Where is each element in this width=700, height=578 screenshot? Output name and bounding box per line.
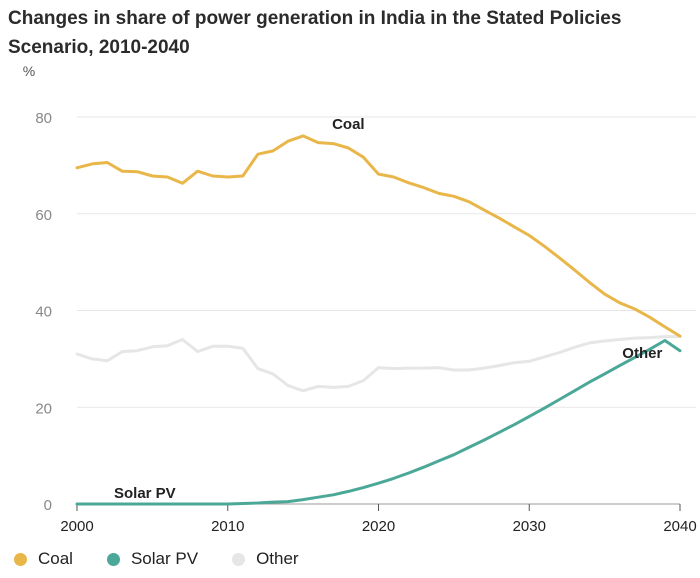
- x-tick-label: 2030: [513, 518, 546, 535]
- legend-swatch-other: [232, 552, 246, 566]
- y-tick-label: 40: [35, 304, 52, 321]
- x-tick-label: 2020: [362, 518, 395, 535]
- legend-swatch-coal: [14, 552, 27, 566]
- x-tick-label: 2000: [60, 518, 93, 535]
- legend: Coal Solar PV Other: [14, 549, 333, 569]
- series-lines: [75, 134, 682, 506]
- series-label-solar-pv: Solar PV: [114, 485, 176, 502]
- legend-label-coal: Coal: [38, 549, 73, 568]
- y-tick-label: 80: [35, 110, 52, 127]
- y-tick-label: 60: [35, 207, 52, 224]
- y-tick-label: 20: [35, 400, 52, 417]
- gridlines: [77, 116, 696, 408]
- series-label-coal: Coal: [332, 116, 365, 133]
- legend-item-solar-pv: Solar PV: [106, 549, 199, 569]
- legend-label-solar-pv: Solar PV: [130, 549, 199, 568]
- legend-item-other: Other: [232, 549, 299, 569]
- x-tick-label: 2010: [211, 518, 244, 535]
- series-line-solar-pv: [75, 339, 682, 506]
- legend-label-other: Other: [256, 549, 299, 568]
- series-labels: Coal Solar PV Other: [114, 116, 662, 502]
- series-label-other: Other: [622, 345, 662, 362]
- legend-swatch-solar-pv: [106, 552, 120, 566]
- y-axis-label: %: [23, 63, 35, 79]
- x-tick-label: 2040: [663, 518, 696, 535]
- chart-title: Changes in share of power generation in …: [8, 8, 622, 58]
- series-line-other: [75, 335, 682, 393]
- series-line-coal: [75, 134, 682, 338]
- legend-item-coal: Coal: [14, 549, 73, 569]
- y-tick-label: 0: [44, 497, 52, 514]
